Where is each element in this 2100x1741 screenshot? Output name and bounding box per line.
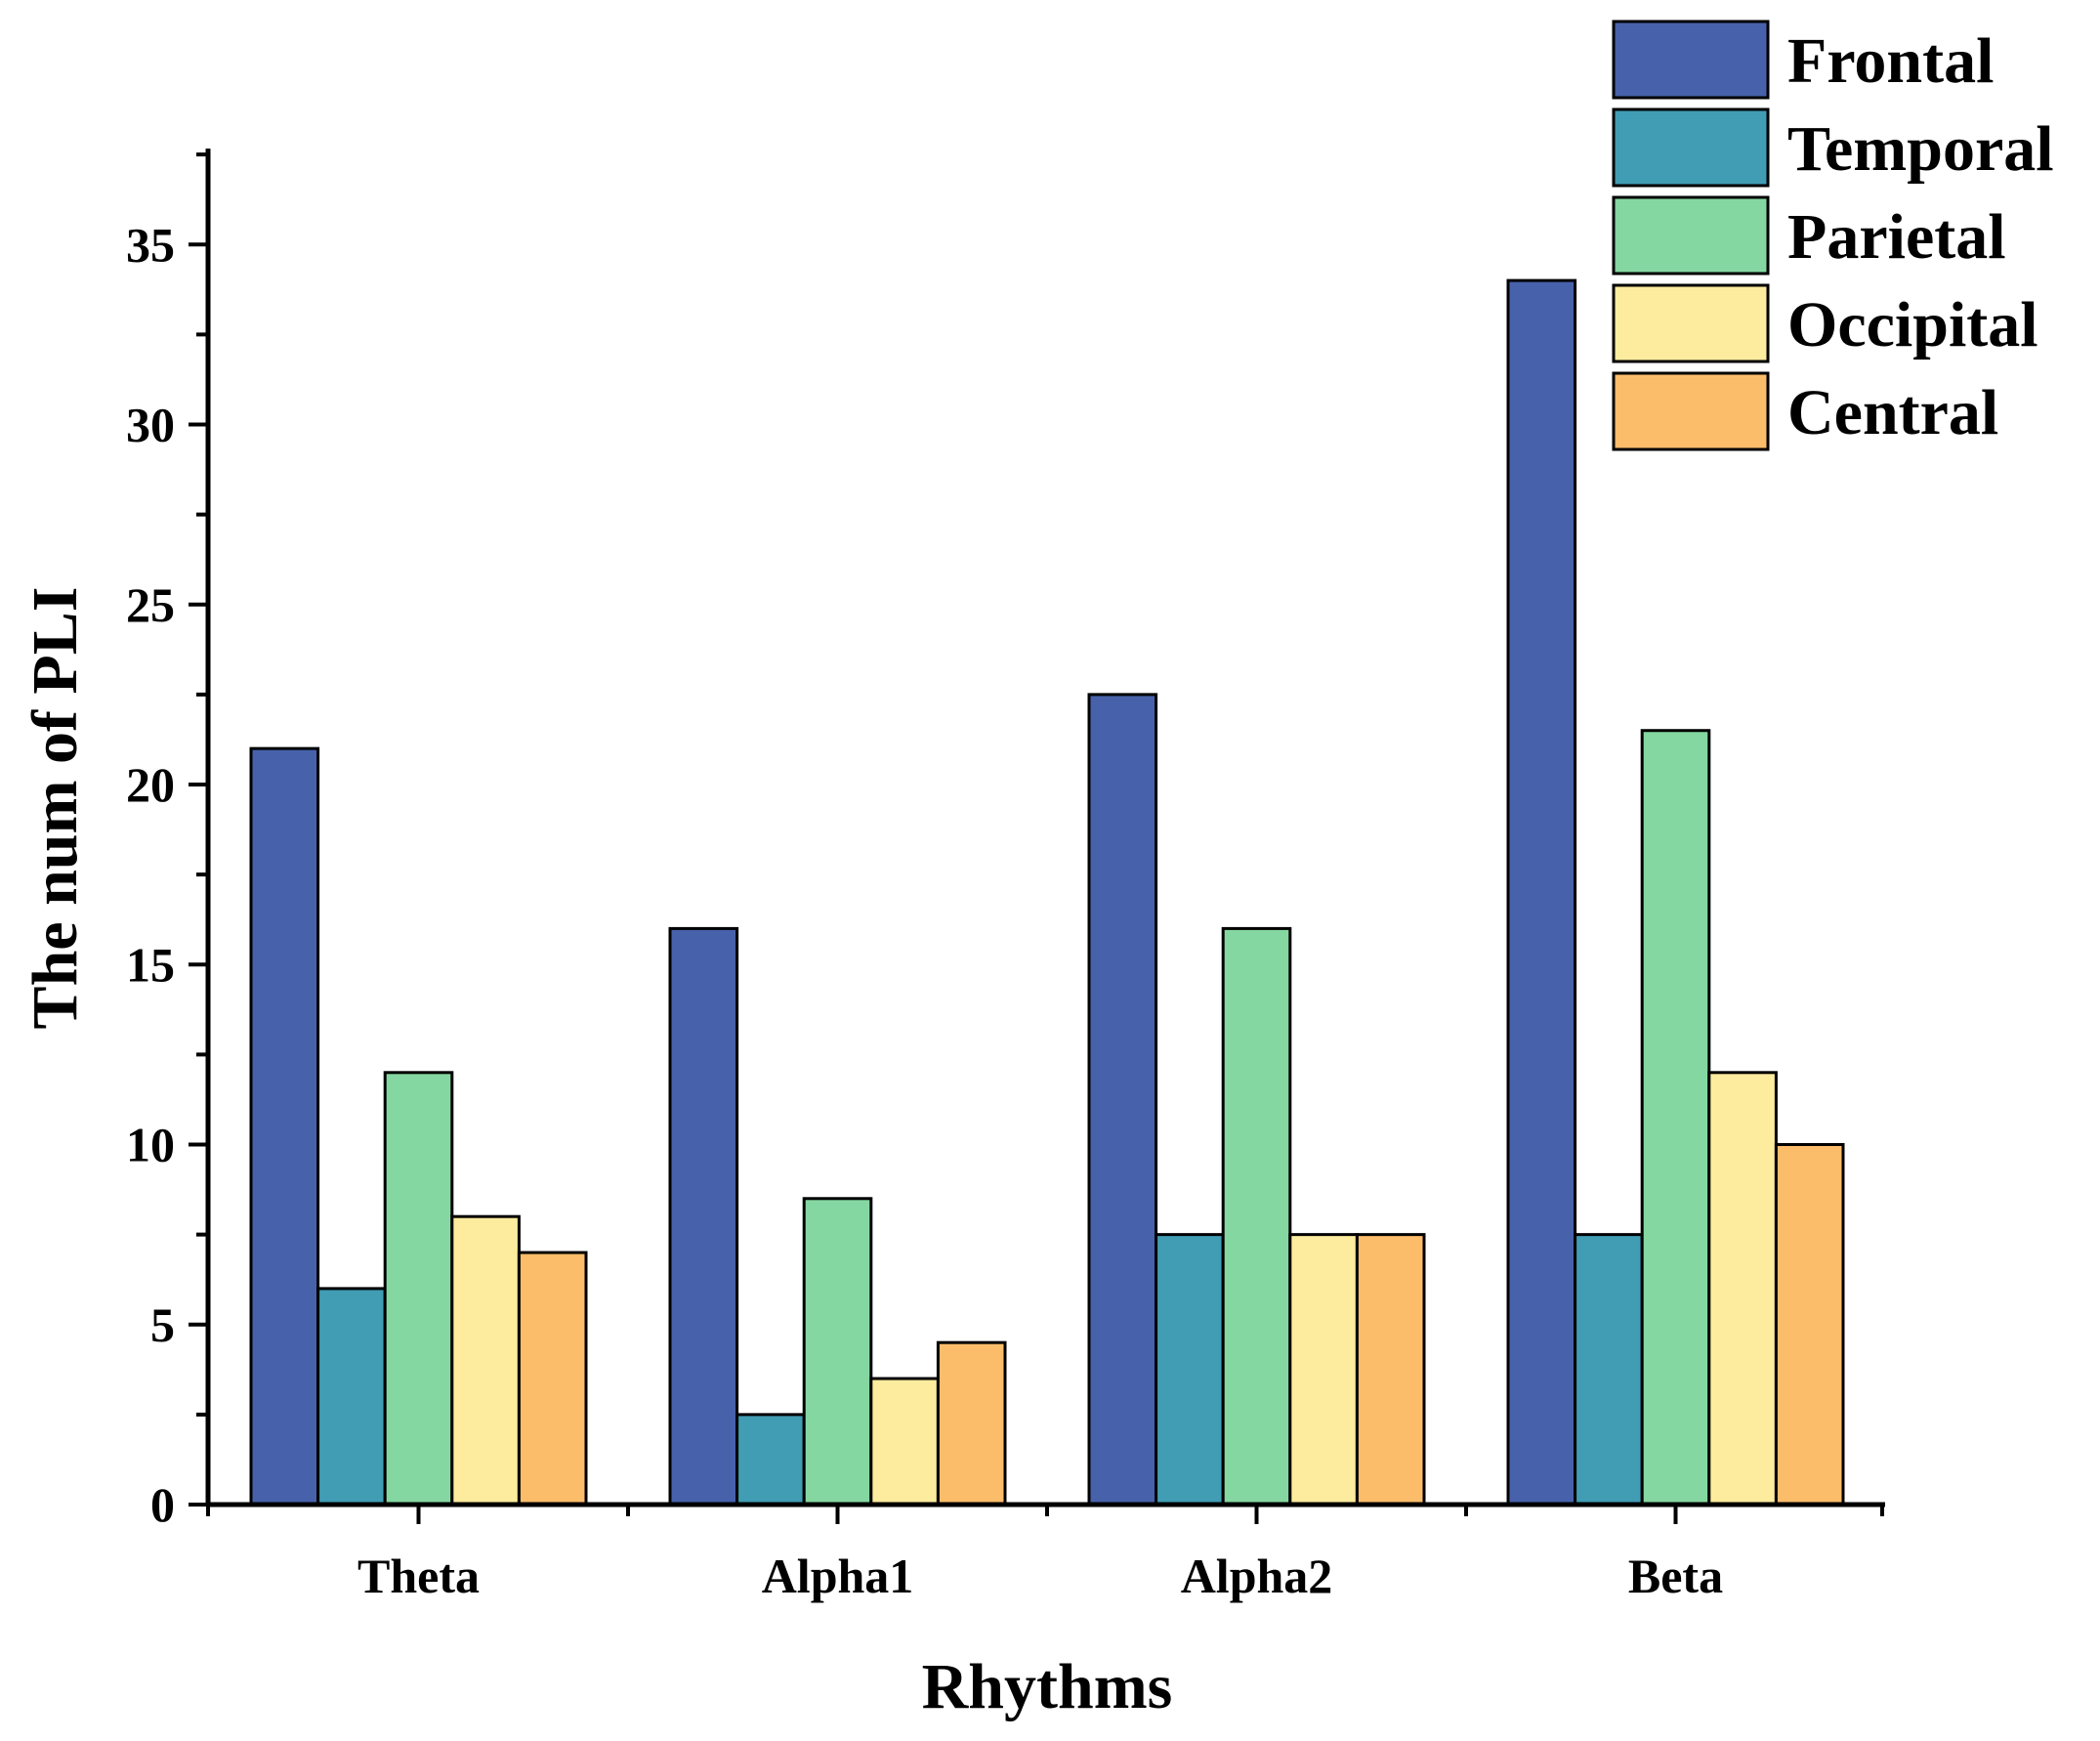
bar-occipital-alpha2 <box>1288 1233 1359 1507</box>
bar-temporal-alpha1 <box>735 1413 806 1507</box>
bar-frontal-theta <box>249 746 320 1507</box>
bar-temporal-alpha2 <box>1155 1233 1225 1507</box>
y-tick-label: 25 <box>126 577 175 632</box>
legend-label-central: Central <box>1787 377 1998 448</box>
legend-label-temporal: Temporal <box>1787 113 2054 185</box>
x-category-label: Theta <box>357 1549 480 1603</box>
y-tick-label: 10 <box>126 1118 175 1172</box>
bar-occipital-theta <box>450 1214 521 1507</box>
y-tick-label: 20 <box>126 757 175 812</box>
legend-swatch-temporal <box>1612 107 1770 188</box>
y-tick-label: 15 <box>126 937 175 992</box>
legend-label-parietal: Parietal <box>1787 201 2006 273</box>
legend-swatch-occipital <box>1612 283 1770 363</box>
x-category-label: Beta <box>1628 1549 1723 1603</box>
legend-label-occipital: Occipital <box>1787 289 2038 361</box>
legend-swatch-frontal <box>1612 20 1770 100</box>
y-tick-label: 35 <box>126 217 175 272</box>
bar-frontal-alpha1 <box>668 926 739 1507</box>
y-axis-title: The num of PLI <box>20 587 91 1030</box>
bar-parietal-beta <box>1640 729 1711 1507</box>
bar-parietal-alpha1 <box>802 1197 873 1507</box>
bar-parietal-theta <box>383 1071 454 1507</box>
x-category-label: Alpha1 <box>762 1549 914 1603</box>
bar-frontal-beta <box>1506 278 1577 1507</box>
legend-swatch-parietal <box>1612 195 1770 276</box>
y-tick-label: 5 <box>150 1297 175 1352</box>
bar-occipital-beta <box>1707 1071 1778 1507</box>
bar-occipital-alpha1 <box>869 1377 940 1507</box>
y-tick-label: 0 <box>150 1477 175 1532</box>
x-category-label: Alpha2 <box>1181 1549 1333 1603</box>
legend-label-frontal: Frontal <box>1787 25 1994 97</box>
y-tick-label: 30 <box>126 398 175 452</box>
x-axis-title: Rhythms <box>922 1651 1173 1722</box>
bar-frontal-alpha2 <box>1087 693 1158 1507</box>
axes-group: 0 5 10 15 20 25 30 35 Theta Alpha1 Alpha2 Beta Rhyth… <box>20 149 1885 1722</box>
legend: Frontal Temporal Parietal Occipital Central <box>1612 20 2054 451</box>
legend-swatch-central <box>1612 371 1770 451</box>
bars-group <box>249 278 1845 1507</box>
bar-central-alpha1 <box>936 1340 1007 1507</box>
bar-central-alpha2 <box>1355 1233 1426 1507</box>
bar-parietal-alpha2 <box>1221 926 1292 1507</box>
bar-temporal-beta <box>1574 1233 1644 1507</box>
bar-central-theta <box>517 1251 588 1507</box>
bar-temporal-theta <box>316 1287 387 1507</box>
bar-central-beta <box>1774 1143 1845 1507</box>
